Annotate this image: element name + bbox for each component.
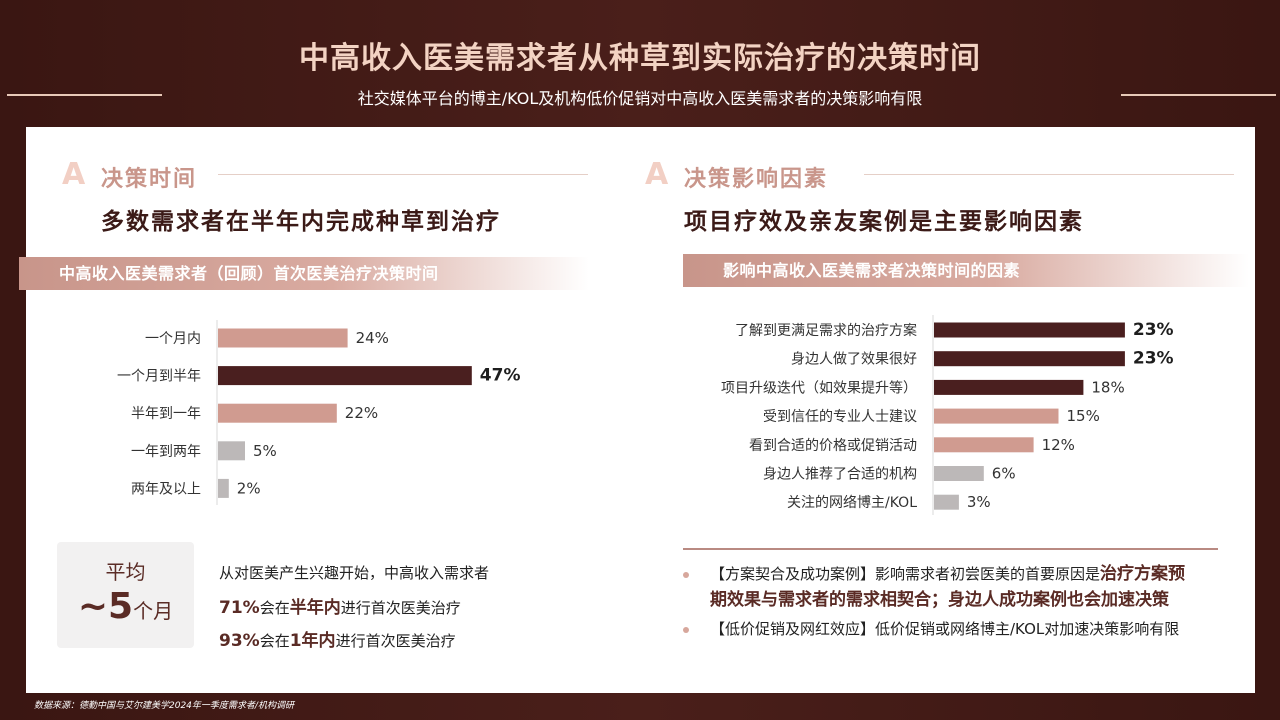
decision-factors-chart: 了解到更满足需求的治疗方案 23% 身边人做了效果很好 23% 项目升级迭代（如效果提升…	[721, 315, 1174, 515]
summary-highlight: 半年内	[289, 598, 341, 618]
category-label: 看到合适的价格或促销活动	[749, 438, 917, 454]
value-label: 18%	[1091, 378, 1124, 396]
left-section-rule	[218, 174, 588, 175]
summary-text: 会在	[259, 599, 290, 617]
note-text: 【方案契合及成功案例】影响需求者初尝医美的首要原因是	[710, 565, 1101, 583]
decision-time-chart: 一个月内 24% 一个月到半年 47% 半年到一年 22% 一年到两年 5% 两年及以上 2%	[117, 320, 521, 505]
value-label: 6%	[992, 465, 1016, 483]
category-label: 受到信任的专业人士建议	[763, 409, 917, 425]
left-chart-title: 中高收入医美需求者（回顾）首次医美治疗决策时间	[19, 257, 589, 290]
header-divider-right	[1121, 94, 1276, 96]
value-label: 2%	[237, 479, 261, 497]
bar	[218, 478, 229, 498]
bar	[934, 408, 1059, 424]
left-headline: 多数需求者在半年内完成种草到治疗	[101, 209, 501, 235]
value-label: 22%	[345, 404, 378, 422]
bar	[934, 437, 1034, 453]
category-label: 了解到更满足需求的治疗方案	[735, 322, 917, 339]
section-a-icon: A	[645, 157, 669, 192]
category-label: 一个月内	[145, 331, 201, 347]
value-label: 5%	[253, 442, 277, 460]
bar	[934, 351, 1125, 367]
summary-text: 进行首次医美治疗	[340, 599, 461, 617]
summary-text: 会在	[259, 632, 290, 650]
category-label: 两年及以上	[131, 481, 201, 497]
right-section-title: 决策影响因素	[684, 167, 829, 192]
left-section-title: 决策时间	[101, 167, 198, 192]
bar	[934, 494, 959, 510]
note-1: 【方案契合及成功案例】影响需求者初尝医美的首要原因是治疗方案预期效果与需求者的需…	[710, 561, 1230, 613]
bar	[218, 328, 348, 348]
page-subtitle: 社交媒体平台的博主/KOL及机构低价促销对中高收入医美需求者的决策影响有限	[357, 89, 923, 108]
category-label: 一年到两年	[131, 444, 201, 460]
category-label: 关注的网络博主/KOL	[787, 494, 917, 511]
value-label: 12%	[1042, 436, 1075, 454]
note-highlight: 期效果与需求者的需求相契合；身边人成功案例也会加速决策	[710, 590, 1169, 610]
category-label: 身边人推荐了合适的机构	[763, 467, 917, 483]
value-label: 23%	[1133, 349, 1174, 369]
bullet-icon	[683, 572, 689, 578]
category-label: 一个月到半年	[117, 369, 201, 385]
section-a-icon: A	[62, 157, 86, 192]
header-divider-left	[7, 94, 162, 96]
average-box: 平均 ~5个月	[57, 542, 194, 648]
average-value: ~5个月	[57, 586, 194, 627]
summary-text: 进行首次医美治疗	[335, 632, 456, 650]
average-number: ~5	[77, 586, 134, 627]
bar	[934, 322, 1125, 338]
average-unit: 个月	[133, 599, 174, 623]
right-headline: 项目疗效及亲友案例是主要影响因素	[684, 209, 1084, 235]
summary-highlight: 1年内	[289, 631, 336, 651]
note-2: 【低价促销及网红效应】低价促销或网络博主/KOL对加速决策影响有限	[710, 620, 1180, 638]
value-label: 15%	[1067, 407, 1100, 425]
value-label: 23%	[1133, 320, 1174, 340]
category-label: 项目升级迭代（如效果提升等）	[721, 379, 917, 396]
data-source: 数据来源：德勤中国与艾尔建美学2024年一季度需求者/机构调研	[34, 701, 294, 711]
summary-line-2: 71%会在半年内进行首次医美治疗	[219, 593, 461, 618]
bar	[218, 441, 245, 461]
summary-line-1: 从对医美产生兴趣开始，中高收入需求者	[219, 564, 490, 582]
right-chart-title: 影响中高收入医美需求者决策时间的因素	[683, 254, 1249, 287]
category-label: 身边人做了效果很好	[791, 352, 917, 368]
note-highlight: 治疗方案预	[1100, 564, 1186, 584]
value-label: 24%	[356, 329, 389, 347]
value-label: 3%	[967, 493, 991, 511]
value-label: 47%	[480, 366, 521, 386]
bullet-icon	[683, 627, 689, 633]
summary-pct-71: 71%	[219, 598, 260, 618]
category-label: 半年到一年	[131, 406, 201, 422]
summary-pct-93: 93%	[219, 631, 260, 651]
page-title: 中高收入医美需求者从种草到实际治疗的决策时间	[299, 41, 981, 76]
average-label: 平均	[105, 560, 146, 584]
bar	[934, 466, 984, 481]
notes-divider	[683, 548, 1218, 550]
bar	[934, 379, 1084, 395]
bar	[218, 366, 472, 386]
bar	[218, 403, 337, 423]
right-section-rule	[864, 174, 1234, 175]
summary-line-3: 93%会在1年内进行首次医美治疗	[219, 626, 456, 651]
